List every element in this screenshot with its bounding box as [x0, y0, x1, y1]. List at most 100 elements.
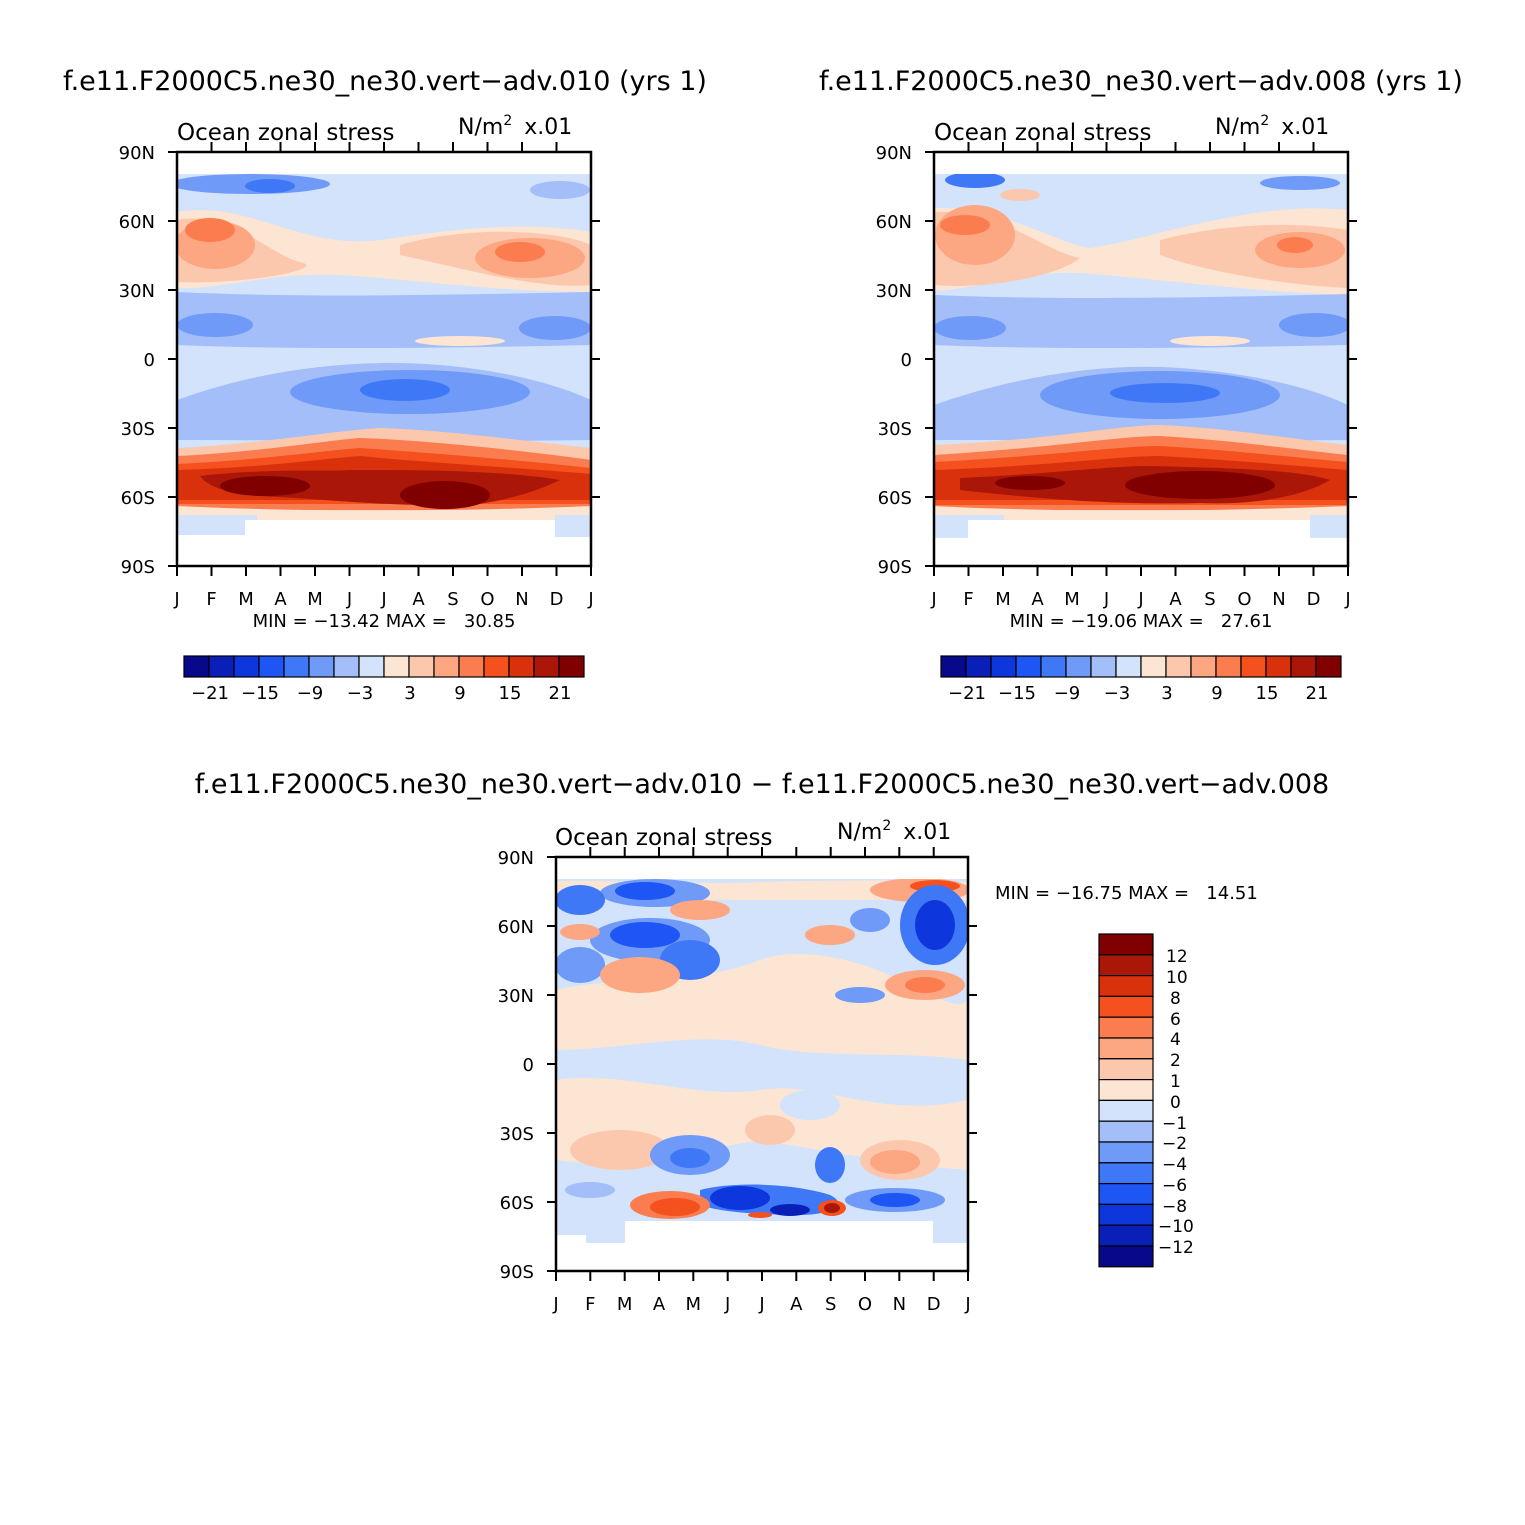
x-tick-label: F	[963, 589, 973, 610]
panel-title: f.e11.F2000C5.ne30_ne30.vert−adv.008 (yr…	[819, 66, 1463, 97]
colorbar-swatch	[358, 655, 385, 678]
colorbar-swatch	[1090, 655, 1117, 678]
panel-subtitle: Ocean zonal stress	[177, 120, 394, 146]
colorbar-label: −6	[1162, 1176, 1187, 1196]
y-tick-label: 60S	[500, 1193, 534, 1214]
colorbar-label: 15	[499, 683, 522, 704]
x-tick-label: M	[238, 589, 254, 610]
colorbar-swatch	[283, 655, 310, 678]
y-tick-label: 90S	[878, 557, 912, 578]
x-tick-label: S	[825, 1294, 836, 1315]
plot-frame: 90N 60N 30N 0 30S 60S 90S J F M A M J J …	[876, 142, 1357, 610]
colorbar-swatch	[1098, 933, 1154, 956]
colorbar-swatch	[1140, 655, 1167, 678]
colorbar-swatch	[1098, 974, 1154, 997]
x-tick-label: J	[1137, 589, 1143, 610]
x-tick-label: A	[1031, 589, 1044, 610]
y-tick-label: 60S	[121, 488, 155, 509]
min-max-stats: MIN = −16.75 MAX = 14.51	[995, 883, 1258, 904]
y-ticks	[168, 142, 600, 576]
colorbar-swatch	[1098, 1078, 1154, 1101]
colorbar-label: −3	[347, 683, 374, 704]
y-tick-label: 30N	[498, 986, 534, 1007]
y-tick-label: 90N	[119, 143, 155, 164]
plot-frame: 90N 60N 30N 0 30S 60S 90S J F M A M J J …	[119, 142, 600, 610]
colorbar-swatch	[208, 655, 235, 678]
colorbar-label: 10	[1166, 968, 1188, 988]
colorbar-swatch	[433, 655, 460, 678]
colorbar-label: −2	[1162, 1134, 1187, 1154]
y-tick-label: 0	[523, 1055, 534, 1076]
y-tick-labels: 90N 60N 30N 0 30S 60S 90S	[498, 848, 534, 1283]
colorbar-swatch	[1098, 1182, 1154, 1205]
colorbar-swatch	[1240, 655, 1267, 678]
x-tick-labels: J F M A M J J A S O N D J	[552, 1294, 970, 1315]
colorbar-label: 21	[1306, 683, 1329, 704]
colorbar-legend-vertical	[1098, 933, 1154, 1268]
colorbar-labels: 12 10 8 6 4 2 1 0 −1 −2 −4 −6 −8 −10 −12	[1158, 947, 1194, 1258]
colorbar-legend	[940, 655, 1342, 678]
colorbar-swatch	[558, 655, 585, 678]
panel-title: f.e11.F2000C5.ne30_ne30.vert−adv.010 (yr…	[63, 66, 707, 97]
colorbar-label: −21	[191, 683, 229, 704]
y-tick-label: 60N	[498, 917, 534, 938]
colorbar-label: −1	[1162, 1114, 1187, 1134]
colorbar-label: 9	[454, 683, 465, 704]
colorbar-swatch	[233, 655, 260, 678]
colorbar-label: −12	[1158, 1238, 1194, 1258]
colorbar-label: −15	[241, 683, 279, 704]
x-tick-label: M	[307, 589, 323, 610]
colorbar-label: 21	[549, 683, 572, 704]
x-tick-label: A	[1169, 589, 1182, 610]
colorbar-label: −3	[1104, 683, 1131, 704]
x-tick-label: A	[653, 1294, 666, 1315]
panel-run-010: f.e11.F2000C5.ne30_ne30.vert−adv.010 (yr…	[63, 66, 707, 704]
colorbar-swatch	[1065, 655, 1092, 678]
colorbar-swatch	[1290, 655, 1317, 678]
panel-difference: f.e11.F2000C5.ne30_ne30.vert−adv.010 − f…	[195, 769, 1330, 1315]
colorbar-label: 15	[1256, 683, 1279, 704]
colorbar-swatch	[940, 655, 967, 678]
plot-frame: 90N 60N 30N 0 30S 60S 90S J F M A M J J …	[498, 847, 977, 1315]
colorbar-swatch	[1098, 1141, 1154, 1164]
panel-title: f.e11.F2000C5.ne30_ne30.vert−adv.010 − f…	[195, 769, 1330, 800]
x-tick-label: J	[1344, 589, 1350, 610]
x-tick-label: M	[617, 1294, 633, 1315]
colorbar-label: −10	[1158, 1217, 1194, 1237]
colorbar-labels: −21 −15 −9 −3 3 9 15 21	[948, 683, 1328, 704]
colorbar-swatch	[508, 655, 535, 678]
y-tick-label: 0	[901, 350, 912, 371]
colorbar-swatch	[483, 655, 510, 678]
x-tick-label: J	[758, 1294, 764, 1315]
x-tick-label: D	[1307, 589, 1321, 610]
colorbar-swatch	[408, 655, 435, 678]
x-tick-label: N	[1272, 589, 1285, 610]
min-max-stats: MIN = −19.06 MAX = 27.61	[1010, 611, 1273, 632]
y-tick-label: 60S	[878, 488, 912, 509]
x-tick-label: J	[964, 1294, 970, 1315]
colorbar-label: −9	[297, 683, 324, 704]
y-tick-label: 30S	[500, 1124, 534, 1145]
x-tick-label: F	[206, 589, 216, 610]
colorbar-swatch	[1098, 1058, 1154, 1081]
x-tick-label: A	[790, 1294, 803, 1315]
y-tick-label: 90N	[498, 848, 534, 869]
colorbar-label: 2	[1170, 1051, 1181, 1071]
colorbar-label: 9	[1211, 683, 1222, 704]
x-tick-label: J	[1103, 589, 1109, 610]
colorbar-label: −4	[1162, 1155, 1187, 1175]
x-tick-label: J	[552, 1294, 558, 1315]
panel-subtitle: Ocean zonal stress	[934, 120, 1151, 146]
colorbar-swatch	[308, 655, 335, 678]
x-tick-label: N	[893, 1294, 906, 1315]
panel-subtitle: Ocean zonal stress	[555, 825, 772, 851]
x-tick-label: A	[274, 589, 287, 610]
x-tick-label: S	[447, 589, 458, 610]
colorbar-swatch	[1098, 1245, 1154, 1268]
x-tick-label: F	[585, 1294, 595, 1315]
y-tick-label: 30N	[876, 281, 912, 302]
colorbar-label: 1	[1170, 1072, 1181, 1092]
y-tick-label: 90N	[876, 143, 912, 164]
colorbar-swatch	[1098, 1162, 1154, 1185]
